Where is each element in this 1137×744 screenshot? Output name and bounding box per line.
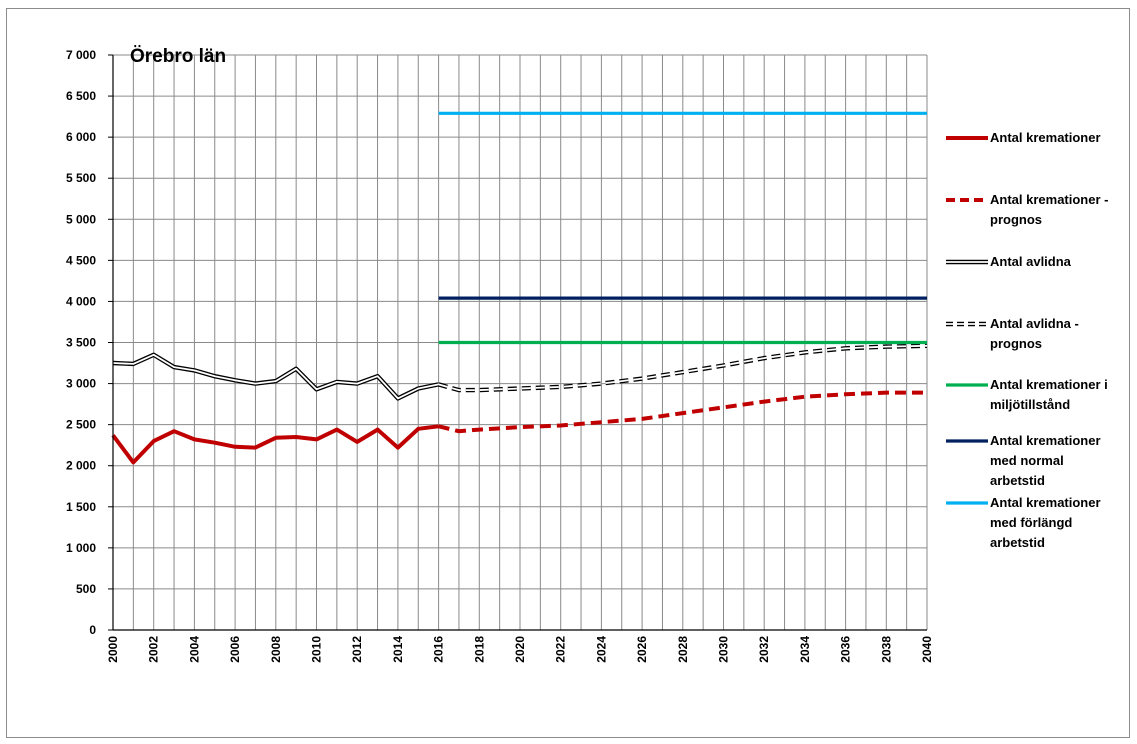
legend-label-6: med förlängd (990, 515, 1072, 530)
legend-label-5: med normal (990, 453, 1064, 468)
series-line-1 (438, 390, 927, 434)
y-tick-label: 5 500 (66, 171, 96, 185)
x-tick-label: 2004 (187, 636, 201, 663)
x-tick-label: 2016 (432, 636, 446, 663)
x-tick-label: 2012 (350, 636, 364, 663)
y-tick-label: 3 500 (66, 336, 96, 350)
y-tick-label: 7 000 (66, 48, 96, 62)
series-line-3-inner (438, 344, 928, 392)
x-tick-label: 2010 (310, 636, 324, 663)
x-tick-label: 2026 (635, 636, 649, 663)
legend-label-4: miljötillstånd (990, 397, 1070, 412)
x-tick-label: 2022 (554, 636, 568, 663)
chart-title: Örebro län (130, 46, 226, 67)
legend-label-0: Antal kremationer (990, 130, 1101, 145)
x-tick-label: 2008 (269, 636, 283, 663)
legend-label-5: Antal kremationer (990, 433, 1101, 448)
legend-label-6: Antal kremationer (990, 495, 1101, 510)
x-tick-label: 2028 (676, 636, 690, 663)
y-tick-label: 6 500 (66, 89, 96, 103)
series-line-0 (111, 424, 439, 465)
legend-label-3: Antal avlidna - (990, 316, 1079, 331)
legend-label-1: Antal kremationer - (990, 192, 1108, 207)
y-tick-label: 4 500 (66, 253, 96, 267)
legend-label-4: Antal kremationer i (990, 377, 1108, 392)
x-tick-label: 2024 (594, 636, 608, 663)
x-tick-label: 2038 (879, 636, 893, 663)
series-layer (111, 111, 928, 465)
y-tick-label: 6 000 (66, 130, 96, 144)
y-tick-label: 1 500 (66, 500, 96, 514)
axes: 0 500 1 000 1 500 2 000 2 500 3 000 3 500 4 000 4… (66, 48, 934, 663)
legend-label-3: prognos (990, 336, 1042, 351)
x-tick-label: 2032 (757, 636, 771, 663)
legend-label-2: Antal avlidna (990, 254, 1072, 269)
y-tick-label: 1 000 (66, 541, 96, 555)
legend-label-6: arbetstid (990, 535, 1045, 550)
x-tick-label: 2020 (513, 636, 527, 663)
y-tick-label: 500 (76, 582, 96, 596)
y-tick-label: 3 000 (66, 377, 96, 391)
y-tick-label: 2 000 (66, 459, 96, 473)
chart-frame (6, 8, 1130, 738)
y-tick-label: 5 000 (66, 212, 96, 226)
y-tick-label: 0 (89, 623, 96, 637)
x-tick-label: 2018 (472, 636, 486, 663)
x-tick-label: 2014 (391, 636, 405, 663)
series-line-2-inner (112, 353, 439, 400)
x-tick-label: 2036 (839, 636, 853, 663)
x-tick-label: 2002 (147, 636, 161, 663)
y-tick-label: 2 500 (66, 418, 96, 432)
legend-label-5: arbetstid (990, 473, 1045, 488)
x-tick-label: 2034 (798, 636, 812, 663)
y-tick-label: 4 000 (66, 294, 96, 308)
x-tick-label: 2030 (717, 636, 731, 663)
x-tick-label: 2000 (106, 636, 120, 663)
x-tick-label: 2006 (228, 636, 242, 663)
legend: Antal kremationer Antal kremationer - prog… (946, 130, 1108, 550)
x-tick-label: 2040 (920, 636, 934, 663)
legend-label-1: prognos (990, 212, 1042, 227)
